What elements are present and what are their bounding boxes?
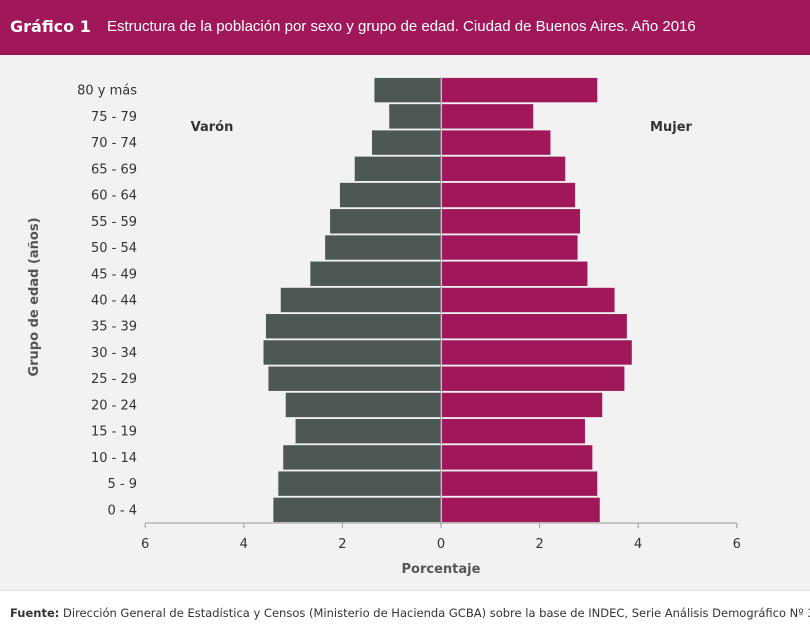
- bar-female-13: [442, 156, 566, 182]
- category-label-7: 35 - 39: [91, 320, 137, 335]
- figure-number: Gráfico 1: [10, 17, 91, 36]
- source-label: Fuente:: [10, 606, 60, 620]
- category-label-2: 10 - 14: [91, 451, 137, 466]
- bar-male-6: [263, 340, 441, 365]
- category-label-11: 55 - 59: [91, 215, 137, 230]
- bar-female-15: [442, 104, 534, 129]
- category-label-13: 65 - 69: [91, 162, 137, 177]
- category-label-8: 40 - 44: [91, 294, 137, 309]
- category-label-1: 5 - 9: [108, 477, 138, 492]
- bar-female-10: [442, 235, 578, 260]
- source-note: Fuente: Dirección General de Estadística…: [10, 606, 810, 620]
- source-text: Dirección General de Estadística y Censo…: [63, 606, 810, 620]
- bar-female-7: [442, 314, 627, 339]
- bar-female-2: [442, 445, 593, 470]
- bar-male-7: [265, 314, 441, 339]
- bar-female-9: [442, 261, 588, 286]
- x-tick-label-3: 0: [437, 537, 445, 552]
- category-label-5: 25 - 29: [91, 372, 137, 387]
- bar-female-4: [442, 392, 603, 418]
- bar-male-13: [354, 156, 441, 182]
- series-label-male: Varón: [191, 120, 234, 135]
- bar-male-0: [273, 497, 441, 523]
- series-label-female: Mujer: [650, 120, 692, 135]
- bar-female-14: [442, 130, 551, 155]
- category-label-15: 75 - 79: [91, 110, 137, 125]
- category-label-3: 15 - 19: [91, 425, 137, 440]
- bar-male-5: [268, 366, 441, 391]
- bar-female-12: [442, 182, 576, 208]
- chart-title: Estructura de la población por sexo y gr…: [107, 18, 696, 35]
- bar-female-1: [442, 471, 598, 496]
- category-label-6: 30 - 34: [91, 346, 137, 361]
- bar-male-15: [389, 104, 441, 129]
- bar-male-1: [278, 471, 441, 496]
- bar-male-8: [280, 287, 441, 313]
- bar-male-2: [283, 445, 441, 470]
- x-axis-title: Porcentaje: [402, 562, 481, 577]
- bar-male-14: [371, 130, 441, 155]
- x-tick-label-1: 4: [240, 537, 248, 552]
- bar-female-16: [442, 77, 598, 103]
- category-label-14: 70 - 74: [91, 136, 137, 151]
- x-tick-label-2: 2: [338, 537, 346, 552]
- category-label-10: 50 - 54: [91, 241, 137, 256]
- x-tick-label-5: 4: [634, 537, 642, 552]
- plot-area: 0 - 4 5 - 9 10 - 14 15 - 19 20 - 24 25 - 29 30…: [0, 55, 810, 590]
- bar-male-11: [330, 209, 441, 234]
- x-tick-label-6: 6: [733, 537, 741, 552]
- bar-female-11: [442, 209, 581, 234]
- y-axis-title: Grupo de edad (años): [27, 217, 42, 376]
- x-tick-label-4: 2: [535, 537, 543, 552]
- category-label-0: 0 - 4: [108, 503, 138, 518]
- bar-female-0: [442, 497, 600, 523]
- bar-male-3: [295, 418, 441, 444]
- bar-male-4: [285, 392, 441, 418]
- chart-footer: Fuente: Dirección General de Estadística…: [0, 590, 810, 640]
- bar-male-16: [374, 77, 441, 103]
- category-label-9: 45 - 49: [91, 267, 137, 282]
- bar-female-5: [442, 366, 625, 391]
- bar-male-9: [310, 261, 441, 286]
- bar-male-12: [339, 182, 441, 208]
- category-label-16: 80 y más: [77, 84, 137, 99]
- bar-female-8: [442, 287, 615, 313]
- bar-female-6: [442, 340, 632, 365]
- category-label-12: 60 - 64: [91, 189, 137, 204]
- bar-male-10: [325, 235, 441, 260]
- chart-header: Gráfico 1 Estructura de la población por…: [0, 0, 810, 55]
- x-tick-label-0: 6: [141, 537, 149, 552]
- population-pyramid-chart: 0 - 4 5 - 9 10 - 14 15 - 19 20 - 24 25 - 29 30…: [27, 77, 741, 577]
- category-label-4: 20 - 24: [91, 398, 137, 413]
- bar-female-3: [442, 418, 585, 444]
